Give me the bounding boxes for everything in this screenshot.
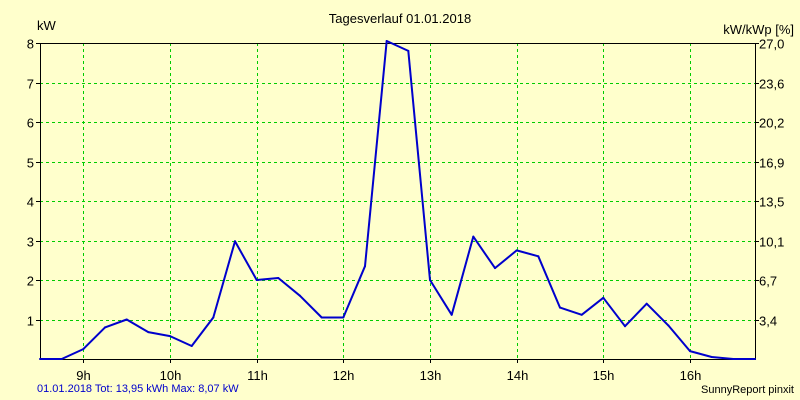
- data-point: [754, 358, 756, 360]
- data-point: [277, 277, 280, 279]
- x-tick-label: 16h: [680, 368, 702, 383]
- credit-footer: SunnyReport pinxit: [701, 384, 794, 396]
- data-point: [212, 316, 215, 319]
- y-right-tick-label: 6,7: [759, 274, 777, 289]
- data-point: [60, 358, 63, 360]
- x-tick-label: 12h: [333, 368, 355, 383]
- data-point: [104, 326, 106, 329]
- data-point: [580, 313, 583, 316]
- x-tick-label: 10h: [160, 368, 182, 383]
- data-point: [602, 296, 605, 299]
- data-point: [559, 306, 561, 309]
- data-point: [320, 316, 323, 319]
- data-point: [624, 325, 626, 328]
- data-point: [472, 235, 475, 238]
- x-tick-label: 9h: [76, 368, 90, 383]
- y-right-tick-label: 27,0: [759, 37, 784, 52]
- y-left-tick-label: 7: [27, 77, 34, 92]
- data-point: [450, 313, 453, 316]
- x-tick-label: 15h: [593, 368, 615, 383]
- data-point: [299, 294, 301, 297]
- data-point: [39, 358, 41, 360]
- x-tick-label: 13h: [420, 368, 442, 383]
- y-right-tick-label: 13,5: [759, 195, 784, 210]
- right-axis-unit-label: kW/kWp [%]: [723, 22, 794, 37]
- data-point: [234, 240, 236, 243]
- data-point: [255, 279, 258, 281]
- chart-title: Tagesverlauf 01.01.2018: [328, 11, 472, 26]
- x-tick-label: 14h: [507, 368, 529, 383]
- data-point: [407, 49, 410, 52]
- y-left-tick-label: 2: [27, 274, 34, 289]
- data-point: [82, 348, 85, 351]
- data-point: [429, 279, 431, 281]
- data-point: [147, 331, 150, 334]
- summary-footer: 01.01.2018 Tot: 13,95 kWh Max: 8,07 kW: [37, 383, 239, 395]
- y-right-tick-label: 23,6: [759, 77, 784, 92]
- y-right-tick-label: 20,2: [759, 116, 784, 131]
- y-left-tick-label: 6: [27, 116, 34, 131]
- data-point: [710, 356, 713, 358]
- data-point: [169, 335, 171, 338]
- data-point: [537, 255, 540, 258]
- data-point: [125, 318, 128, 321]
- data-point: [689, 350, 691, 353]
- series-line: [40, 40, 755, 360]
- y-right-tick-label: 16,9: [759, 156, 784, 171]
- y-left-tick-label: 4: [27, 195, 34, 210]
- data-point: [364, 265, 366, 268]
- y-left-tick-label: 8: [27, 37, 34, 52]
- plot-frame: [40, 43, 756, 360]
- data-point: [732, 358, 735, 360]
- y-left-tick-label: 3: [27, 235, 34, 250]
- data-point: [645, 302, 648, 305]
- data-point: [494, 267, 496, 270]
- y-left-tick-label: 5: [27, 156, 34, 171]
- data-point: [342, 316, 345, 319]
- left-axis-unit-label: kW: [37, 18, 56, 33]
- data-point: [190, 345, 193, 347]
- y-right-tick-label: 3,4: [759, 314, 777, 329]
- y-left-tick-label: 1: [27, 314, 34, 329]
- data-point: [385, 40, 388, 42]
- x-tick-label: 11h: [247, 368, 268, 383]
- y-right-tick-label: 10,1: [759, 235, 784, 250]
- data-point: [515, 249, 518, 252]
- data-point: [667, 324, 670, 327]
